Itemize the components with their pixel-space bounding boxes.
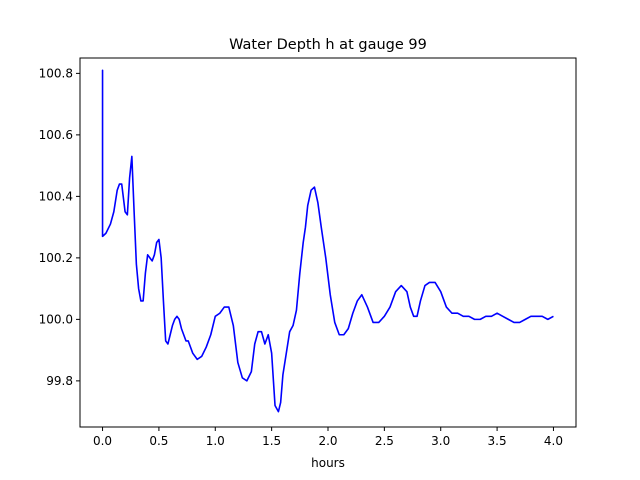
series-layer: [101, 69, 554, 413]
x-tick-label: 1.0: [206, 434, 225, 448]
x-tick-label: 4.0: [544, 434, 563, 448]
x-tick-label: 0.5: [149, 434, 168, 448]
y-tick-label: 100.2: [39, 251, 73, 265]
chart-title: Water Depth h at gauge 99: [229, 37, 427, 53]
x-tick-label: 3.5: [488, 434, 507, 448]
y-tick-label: 100.8: [39, 66, 73, 80]
x-axis-label: hours: [311, 456, 345, 470]
y-tick-label: 100.6: [39, 128, 73, 142]
water-depth-series-line: [101, 69, 554, 413]
x-tick-label: 0.0: [93, 434, 112, 448]
y-tick-label: 100.4: [39, 189, 73, 203]
x-tick-label: 2.0: [318, 434, 337, 448]
x-tick-label: 1.5: [262, 434, 281, 448]
y-tick-label: 99.8: [46, 374, 73, 388]
x-tick-label: 2.5: [375, 434, 394, 448]
y-axis: 99.8 100.0 100.2 100.4 100.6 100.8: [39, 66, 80, 388]
y-tick-label: 100.0: [39, 312, 73, 326]
x-axis: 0.0 0.5 1.0 1.5 2.0 2.5 3.0 3.5 4.0: [93, 427, 563, 448]
x-tick-label: 3.0: [431, 434, 450, 448]
